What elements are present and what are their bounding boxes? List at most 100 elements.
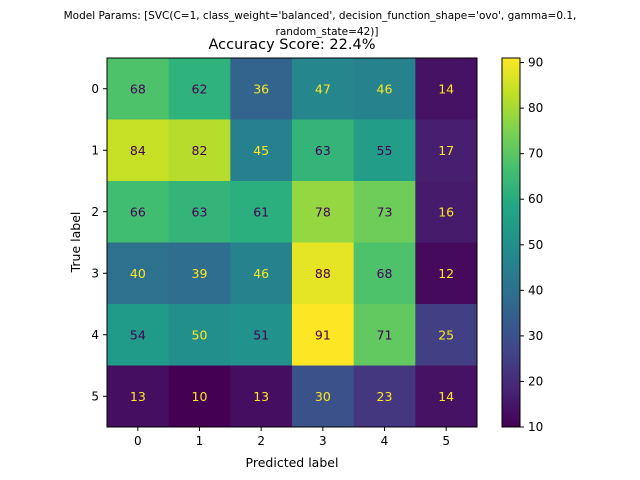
cell-value-r1-c4: 55 bbox=[377, 143, 393, 158]
cell-value-r0-c1: 62 bbox=[192, 81, 208, 96]
cell-value-r0-c4: 46 bbox=[377, 81, 393, 96]
heatmap-cell-r4-c1 bbox=[168, 304, 231, 366]
x-tick-label-2: 2 bbox=[257, 434, 265, 448]
cell-value-r3-c4: 68 bbox=[377, 266, 393, 281]
cell-value-r4-c1: 50 bbox=[192, 327, 208, 342]
cell-value-r5-c5: 14 bbox=[438, 389, 454, 404]
heatmap-cell-r5-c3 bbox=[292, 365, 355, 428]
heatmap-cell-r2-c0 bbox=[107, 181, 170, 243]
heatmap-cell-r2-c1 bbox=[168, 181, 231, 243]
heatmap-cell-r0-c1 bbox=[168, 58, 231, 120]
y-tick-label-2: 2 bbox=[91, 205, 99, 219]
heatmap-cell-r3-c2 bbox=[230, 242, 293, 305]
cell-value-r2-c1: 63 bbox=[192, 204, 208, 219]
y-axis-ticks: 0 1 2 3 4 5 bbox=[91, 82, 107, 403]
heatmap-cell-r3-c5 bbox=[415, 242, 478, 305]
cell-value-r4-c0: 54 bbox=[130, 327, 146, 342]
heatmap-cell-r4-c5 bbox=[415, 304, 478, 366]
y-tick-label-0: 0 bbox=[91, 82, 99, 96]
colorbar-tick-label-4: 50 bbox=[528, 238, 543, 252]
heatmap-cell-r2-c3 bbox=[292, 181, 355, 243]
heatmap-cell-r3-c0 bbox=[107, 242, 170, 305]
cell-value-r3-c0: 40 bbox=[130, 266, 146, 281]
cell-value-r4-c4: 71 bbox=[377, 327, 393, 342]
colorbar-tick-label-3: 40 bbox=[528, 283, 543, 297]
cell-value-r2-c0: 66 bbox=[130, 204, 146, 219]
heatmap-cell-r4-c4 bbox=[353, 304, 416, 366]
x-tick-label-3: 3 bbox=[319, 434, 327, 448]
cell-value-r4-c2: 51 bbox=[253, 327, 269, 342]
cell-value-r5-c4: 23 bbox=[377, 389, 393, 404]
cell-value-r5-c3: 30 bbox=[315, 389, 331, 404]
heatmap-cell-r5-c0 bbox=[107, 365, 170, 428]
heatmap-cell-r2-c2 bbox=[230, 181, 293, 243]
cell-value-r4-c3: 91 bbox=[315, 327, 331, 342]
x-axis-label: Predicted label bbox=[246, 455, 339, 470]
heatmap-cells bbox=[107, 58, 478, 428]
heatmap-cell-r4-c0 bbox=[107, 304, 170, 366]
cell-value-r3-c3: 88 bbox=[315, 266, 331, 281]
heatmap-cell-r5-c1 bbox=[168, 365, 231, 428]
y-tick-label-4: 4 bbox=[91, 328, 99, 342]
heatmap-cell-r3-c1 bbox=[168, 242, 231, 305]
x-tick-label-4: 4 bbox=[381, 434, 389, 448]
cell-value-r0-c3: 47 bbox=[315, 81, 331, 96]
colorbar-ticks: 10 20 30 40 50 60 70 80 90 bbox=[520, 56, 543, 434]
heatmap-cell-r1-c2 bbox=[230, 119, 293, 182]
heatmap-cell-r1-c1 bbox=[168, 119, 231, 182]
colorbar-tick-label-7: 80 bbox=[528, 101, 543, 115]
heatmap-cell-r1-c0 bbox=[107, 119, 170, 182]
heatmap-cell-r5-c4 bbox=[353, 365, 416, 428]
cell-value-r3-c1: 39 bbox=[192, 266, 208, 281]
colorbar-tick-label-2: 30 bbox=[528, 329, 543, 343]
heatmap-cell-r3-c3 bbox=[292, 242, 355, 305]
cell-value-r1-c0: 84 bbox=[130, 143, 146, 158]
cell-value-r1-c1: 82 bbox=[192, 143, 208, 158]
y-tick-label-1: 1 bbox=[91, 143, 99, 157]
cell-value-r2-c5: 16 bbox=[438, 204, 454, 219]
cell-value-r0-c2: 36 bbox=[253, 81, 269, 96]
colorbar-tick-label-0: 10 bbox=[528, 420, 543, 434]
colorbar-tick-label-1: 20 bbox=[528, 374, 543, 388]
heatmap-cell-r3-c4 bbox=[353, 242, 416, 305]
heatmap-cell-r1-c4 bbox=[353, 119, 416, 182]
heatmap-cell-r0-c2 bbox=[230, 58, 293, 120]
heatmap-cell-r0-c4 bbox=[353, 58, 416, 120]
suptitle-line-2: random_state=42)] bbox=[276, 26, 379, 38]
cell-value-r2-c3: 78 bbox=[315, 204, 331, 219]
cell-value-r0-c5: 14 bbox=[438, 81, 454, 96]
cell-value-r1-c2: 45 bbox=[253, 143, 269, 158]
heatmap-cell-r5-c5 bbox=[415, 365, 478, 428]
chart-title: Accuracy Score: 22.4% bbox=[209, 37, 376, 53]
y-tick-label-5: 5 bbox=[91, 389, 99, 403]
colorbar-tick-label-8: 90 bbox=[528, 56, 543, 70]
heatmap-cell-r1-c3 bbox=[292, 119, 355, 182]
plot-frame bbox=[106, 57, 478, 428]
y-tick-label-3: 3 bbox=[91, 266, 99, 280]
cell-value-r4-c5: 25 bbox=[438, 327, 454, 342]
heatmap-cell-r0-c0 bbox=[107, 58, 170, 120]
heatmap-cell-r0-c3 bbox=[292, 58, 355, 120]
cell-value-r2-c2: 61 bbox=[253, 204, 269, 219]
cell-value-r0-c0: 68 bbox=[130, 81, 146, 96]
cell-value-r5-c2: 13 bbox=[253, 389, 269, 404]
colorbar-tick-label-6: 70 bbox=[528, 147, 543, 161]
cell-value-r5-c0: 13 bbox=[130, 389, 146, 404]
heatmap-cell-r4-c3 bbox=[292, 304, 355, 366]
x-tick-label-0: 0 bbox=[134, 434, 142, 448]
x-tick-label-5: 5 bbox=[442, 434, 450, 448]
heatmap-cell-labels: 68 62 36 47 46 14 84 82 45 63 55 17 66 63 61 78 73 16 40 39… bbox=[130, 81, 454, 404]
suptitle-line-1: Model Params: [SVC(C=1, class_weight='ba… bbox=[64, 10, 577, 22]
cell-value-r1-c3: 63 bbox=[315, 143, 331, 158]
heatmap-cell-r1-c5 bbox=[415, 119, 478, 182]
cell-value-r5-c1: 10 bbox=[192, 389, 208, 404]
colorbar bbox=[501, 57, 521, 428]
x-axis-ticks: 0 1 2 3 4 5 bbox=[134, 427, 450, 448]
cell-value-r3-c2: 46 bbox=[253, 266, 269, 281]
heatmap-cell-r4-c2 bbox=[230, 304, 293, 366]
y-axis-label: True label bbox=[68, 212, 83, 274]
heatmap-cell-r2-c5 bbox=[415, 181, 478, 243]
x-tick-label-1: 1 bbox=[196, 434, 204, 448]
colorbar-tick-label-5: 60 bbox=[528, 192, 543, 206]
